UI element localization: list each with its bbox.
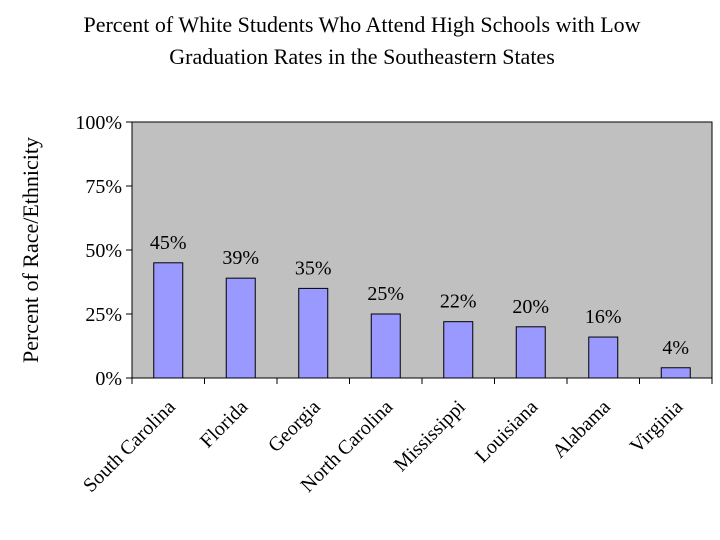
bar xyxy=(370,313,401,379)
category-label: Georgia xyxy=(264,396,325,457)
chart-title-line-1: Percent of White Students Who Attend Hig… xyxy=(83,12,640,37)
bar xyxy=(225,277,256,379)
data-label: 45% xyxy=(150,232,187,254)
plot-area xyxy=(131,121,713,379)
data-label: 35% xyxy=(295,257,332,279)
data-labels: 45% 39% 35% 25% 22% 20% 16% 4% xyxy=(150,232,689,359)
bar xyxy=(153,262,184,379)
y-axis-title: Percent of Race/Ethnicity xyxy=(18,137,43,363)
y-tick-label: 100% xyxy=(75,112,122,134)
category-label: Mississippi xyxy=(390,396,470,476)
data-label: 20% xyxy=(512,296,549,318)
data-label: 25% xyxy=(367,283,404,305)
category-label: South Carolina xyxy=(79,396,180,497)
data-label: 39% xyxy=(222,247,259,269)
y-tick-label: 50% xyxy=(85,240,122,262)
category-label: Florida xyxy=(196,396,252,452)
category-label: Alabama xyxy=(548,396,615,463)
data-label: 4% xyxy=(662,337,689,359)
bar xyxy=(588,336,619,379)
bar xyxy=(298,287,329,379)
bars xyxy=(153,262,691,379)
data-label: 16% xyxy=(585,306,622,328)
bar xyxy=(515,326,546,379)
bar xyxy=(660,367,691,379)
data-label: 22% xyxy=(440,291,477,313)
y-tick-label: 0% xyxy=(95,368,122,390)
category-label: Virginia xyxy=(626,396,688,458)
category-label: Louisiana xyxy=(471,396,542,467)
y-axis: 0% 25% 50% 75% 100% xyxy=(75,112,132,390)
y-tick-label: 25% xyxy=(85,304,122,326)
bar xyxy=(443,321,474,379)
chart-title-line-2: Graduation Rates in the Southeastern Sta… xyxy=(169,44,555,69)
y-tick-label: 75% xyxy=(85,176,122,198)
